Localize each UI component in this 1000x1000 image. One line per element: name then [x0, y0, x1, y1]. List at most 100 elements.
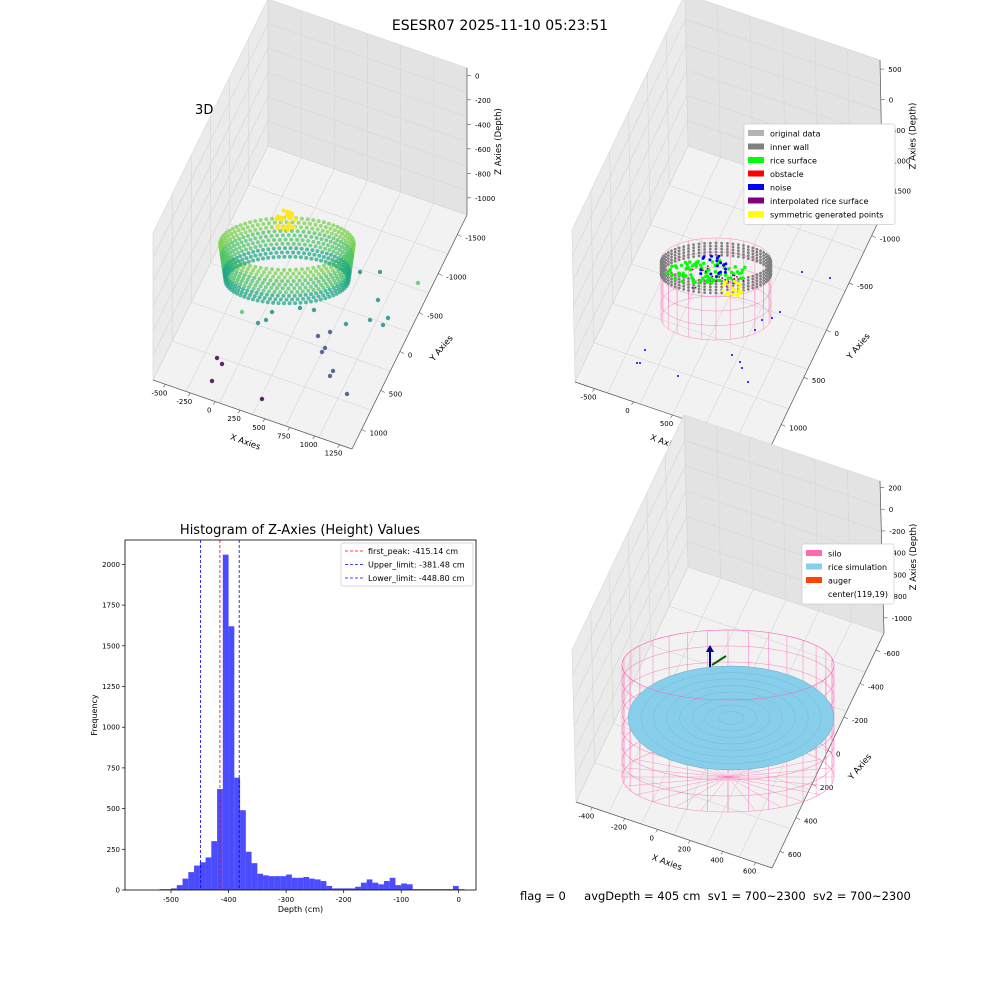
p2-noise-point: [723, 270, 727, 274]
p3-y-tick-label: 750: [107, 764, 120, 772]
p1-point: [299, 216, 304, 221]
p4-x-tick-label: 200: [678, 846, 691, 854]
p1-outlier-point: [343, 321, 349, 327]
p2-inner-wall-point: [737, 243, 740, 247]
p2-inner-wall-point: [764, 261, 768, 265]
p2-inner-wall-point: [664, 252, 668, 256]
p2-rice-surface-point: [673, 264, 677, 268]
p1-point: [246, 259, 251, 264]
p2-inner-wall-point: [677, 252, 681, 256]
p1-point: [234, 280, 239, 285]
p2-inner-wall-point: [755, 259, 759, 263]
p2-interpolated-point: [707, 265, 709, 267]
p3-histogram-bar: [458, 889, 465, 890]
p1-point: [285, 250, 290, 255]
p2-noise-point: [747, 381, 749, 383]
p3-histogram-bar: [349, 888, 356, 890]
p4-z-tick-label: -1000: [892, 615, 912, 623]
p1-point: [278, 229, 283, 233]
p2-noise-point: [715, 259, 719, 263]
p2-noise-point: [731, 354, 733, 356]
p2-inner-wall-point: [751, 280, 755, 284]
p1-point: [298, 300, 303, 305]
p1-point: [304, 255, 309, 260]
p1-point: [261, 288, 266, 293]
p1-point: [313, 222, 318, 227]
p2-rice-surface-point: [729, 276, 733, 280]
p2-inner-wall-point: [682, 254, 686, 257]
p2-noise-point: [801, 271, 803, 273]
p3-legend-label: Upper_limit: -381.48 cm: [368, 561, 465, 570]
p3-histogram-bar: [176, 885, 183, 890]
p2-inner-wall-point: [673, 259, 677, 263]
p1-point: [274, 217, 279, 222]
p1-y-tick-label: 500: [389, 391, 402, 399]
p1-point: [307, 230, 312, 235]
p1-point: [230, 226, 235, 231]
p2-inner-wall-point: [762, 260, 765, 263]
p2-inner-wall-point: [677, 286, 681, 290]
p2-wall-grid: [572, 19, 686, 256]
p1-x-tick-label: -250: [176, 398, 192, 406]
p3-x-tick-label: -200: [336, 896, 352, 904]
p2-rice-surface-point: [677, 271, 681, 275]
p1-point: [256, 269, 261, 274]
p2-inner-wall-point: [742, 286, 745, 289]
p1-x-tick: [337, 444, 340, 448]
p1-point: [311, 280, 316, 285]
p1-x-tick: [163, 384, 166, 388]
p2-inner-wall-point: [677, 249, 681, 253]
p2-inner-wall-point: [670, 249, 673, 253]
p2-inner-wall-point: [751, 277, 755, 281]
p1-point: [314, 283, 319, 288]
p1-point: [247, 274, 252, 279]
p2-y-tick-label: -1000: [880, 236, 900, 244]
p2-z-tick-label: 500: [888, 66, 901, 74]
p2-inner-wall-point: [726, 251, 729, 254]
p2-inner-wall-point: [742, 244, 745, 247]
p1-point: [327, 234, 332, 239]
p2-rice-surface-point: [707, 277, 711, 281]
p2-inner-wall-point: [755, 250, 759, 254]
p2-inner-wall-point: [703, 251, 706, 254]
p1-point: [255, 280, 260, 285]
p2-inner-wall-point: [692, 255, 695, 258]
p4-z-axis-label: Z Axies (Depth): [909, 524, 919, 591]
p2-inner-wall-point: [708, 241, 712, 245]
p4-legend-swatch: [806, 550, 822, 556]
p2-interpolated-point: [732, 282, 735, 285]
p1-point: [238, 282, 243, 287]
p1-point: [253, 264, 258, 269]
p1-point: [333, 259, 338, 264]
p1-x-tick: [188, 392, 191, 397]
p1-point: [235, 277, 240, 282]
p1-point: [320, 228, 325, 233]
p1-point: [328, 272, 333, 277]
p2-inner-wall-point: [764, 264, 768, 268]
p4-y-tick-label: 600: [788, 851, 801, 859]
p2-rice-surface-point: [717, 278, 722, 283]
p2-inner-wall-point: [759, 274, 762, 278]
p3-histogram-bar: [418, 889, 425, 890]
p1-point: [282, 301, 286, 306]
p2-interpolated-point: [694, 286, 697, 289]
p1-point: [264, 292, 269, 297]
p1-y-tick: [380, 390, 385, 393]
p4-y-tick-label: -400: [868, 683, 884, 691]
p1-point: [312, 231, 317, 236]
p1-point: [268, 296, 272, 301]
p2-inner-wall-point: [766, 263, 770, 267]
p1-point: [253, 283, 258, 288]
p2-rice-surface-point: [727, 267, 731, 271]
p1-point: [303, 285, 308, 290]
p1-point: [286, 233, 291, 238]
p3-histogram-bar: [372, 882, 379, 890]
avg-depth-text: avgDepth = 405 cm: [584, 889, 701, 903]
p1-point: [321, 255, 326, 259]
p1-point: [327, 294, 332, 299]
p1-point: [284, 297, 289, 302]
p1-point: [272, 289, 277, 294]
p3-histogram-bar: [332, 888, 338, 890]
p1-point: [248, 263, 253, 268]
p1-point: [291, 271, 296, 276]
